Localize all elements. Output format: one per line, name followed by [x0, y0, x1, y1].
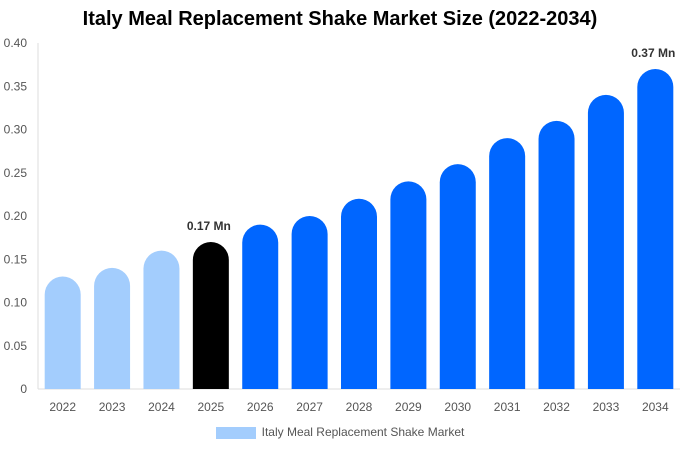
data-label: 0.37 Mn [631, 46, 675, 60]
bar-2025 [192, 241, 229, 389]
x-tick-label: 2034 [642, 400, 669, 414]
bar-2031 [489, 138, 526, 389]
x-tick-label: 2027 [296, 400, 323, 414]
x-tick-label: 2024 [148, 400, 175, 414]
y-tick-label: 0.35 [4, 79, 28, 93]
y-tick-label: 0 [20, 382, 27, 396]
bar-2030 [439, 164, 476, 389]
y-tick-label: 0.10 [4, 296, 28, 310]
x-tick-label: 2022 [49, 400, 76, 414]
x-tick-label: 2031 [494, 400, 521, 414]
x-tick-label: 2028 [346, 400, 373, 414]
data-label: 0.17 Mn [187, 219, 231, 233]
y-tick-label: 0.15 [4, 252, 28, 266]
bar-2027 [291, 216, 328, 389]
y-tick-label: 0.30 [4, 123, 28, 137]
bar-2024 [143, 250, 180, 389]
bar-2026 [242, 224, 279, 389]
bar-2023 [94, 267, 131, 389]
bar-2028 [341, 198, 377, 389]
y-tick-label: 0.20 [4, 209, 28, 223]
y-tick-label: 0.05 [4, 339, 28, 353]
bar-2033 [587, 94, 624, 389]
y-tick-label: 0.40 [4, 36, 28, 50]
x-tick-label: 2029 [395, 400, 422, 414]
x-tick-label: 2025 [197, 400, 224, 414]
bar-2034 [637, 68, 674, 389]
bar-2029 [390, 181, 427, 389]
x-tick-label: 2032 [543, 400, 570, 414]
x-tick-label: 2026 [247, 400, 274, 414]
legend-swatch [215, 426, 256, 439]
x-tick-label: 2030 [444, 400, 471, 414]
chart-title: Italy Meal Replacement Shake Market Size… [82, 8, 598, 30]
bar-2022 [44, 276, 81, 389]
legend-label: Italy Meal Replacement Shake Market [261, 425, 465, 439]
legend: Italy Meal Replacement Shake Market [0, 425, 680, 439]
y-tick-label: 0.25 [4, 166, 28, 180]
bar-2032 [538, 120, 575, 389]
x-tick-label: 2033 [593, 400, 620, 414]
x-tick-label: 2023 [99, 400, 126, 414]
